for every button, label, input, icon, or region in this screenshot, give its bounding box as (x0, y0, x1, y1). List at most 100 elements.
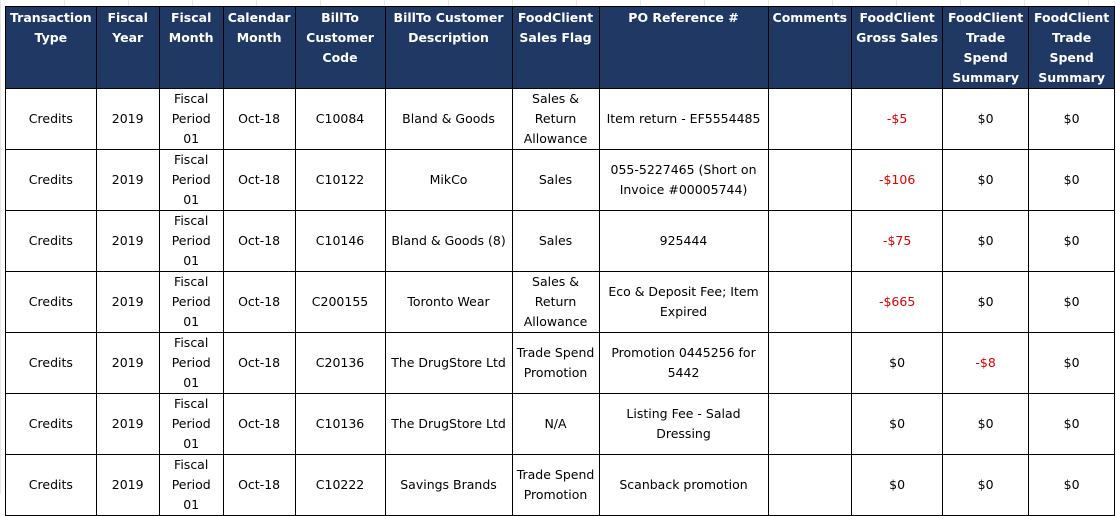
cell-trade-spend-summary-2[interactable]: $0 (1028, 149, 1116, 211)
cell-gross-sales[interactable]: $0 (851, 332, 944, 394)
table-row: Credits 2019 Fiscal Period 01 Oct-18 C200155… (5, 271, 1116, 333)
cell-gross-sales[interactable]: $0 (851, 454, 944, 516)
cell-calendar-month[interactable]: Oct-18 (222, 271, 296, 333)
cell-billto-description[interactable]: MikCo (384, 149, 513, 211)
cell-sales-flag[interactable]: Trade Spend Promotion (511, 454, 600, 516)
cell-billto-code[interactable]: C10146 (294, 210, 386, 272)
cell-billto-code[interactable]: C10136 (294, 393, 386, 455)
col-header-po-reference[interactable]: PO Reference # (598, 6, 769, 89)
cell-transaction-type[interactable]: Credits (5, 332, 97, 394)
cell-fiscal-year[interactable]: 2019 (95, 149, 160, 211)
table-row: Credits 2019 Fiscal Period 01 Oct-18 C10222 S… (5, 454, 1116, 516)
cell-fiscal-month[interactable]: Fiscal Period 01 (158, 332, 224, 394)
cell-comments[interactable] (767, 88, 853, 150)
cell-calendar-month[interactable]: Oct-18 (222, 393, 296, 455)
cell-billto-code[interactable]: C10122 (294, 149, 386, 211)
cell-trade-spend-summary[interactable]: $0 (942, 393, 1030, 455)
cell-comments[interactable] (767, 210, 853, 272)
col-header-transaction-type[interactable]: Transaction Type (5, 6, 97, 89)
cell-transaction-type[interactable]: Credits (5, 149, 97, 211)
cell-sales-flag[interactable]: Sales (511, 149, 600, 211)
cell-po-reference[interactable]: Eco & Deposit Fee; Item Expired (598, 271, 769, 333)
cell-fiscal-year[interactable]: 2019 (95, 332, 160, 394)
cell-calendar-month[interactable]: Oct-18 (222, 454, 296, 516)
cell-billto-description[interactable]: Bland & Goods (8) (384, 210, 513, 272)
cell-trade-spend-summary-2[interactable]: $0 (1028, 88, 1116, 150)
cell-trade-spend-summary-2[interactable]: $0 (1028, 454, 1116, 516)
cell-sales-flag[interactable]: Sales & Return Allowance (511, 271, 600, 333)
cell-comments[interactable] (767, 271, 853, 333)
cell-calendar-month[interactable]: Oct-18 (222, 149, 296, 211)
cell-fiscal-month[interactable]: Fiscal Period 01 (158, 271, 224, 333)
cell-trade-spend-summary-2[interactable]: $0 (1028, 271, 1116, 333)
cell-fiscal-month[interactable]: Fiscal Period 01 (158, 88, 224, 150)
col-header-trade-spend-summary-2[interactable]: FoodClient Trade Spend Summary (1028, 6, 1116, 89)
col-header-billto-code[interactable]: BillTo Customer Code (294, 6, 386, 89)
col-header-trade-spend-summary[interactable]: FoodClient Trade Spend Summary (942, 6, 1030, 89)
cell-fiscal-month[interactable]: Fiscal Period 01 (158, 210, 224, 272)
cell-fiscal-year[interactable]: 2019 (95, 393, 160, 455)
cell-billto-description[interactable]: Savings Brands (384, 454, 513, 516)
cell-fiscal-year[interactable]: 2019 (95, 454, 160, 516)
cell-comments[interactable] (767, 454, 853, 516)
cell-transaction-type[interactable]: Credits (5, 393, 97, 455)
cell-calendar-month[interactable]: Oct-18 (222, 332, 296, 394)
cell-billto-description[interactable]: The DrugStore Ltd (384, 332, 513, 394)
cell-gross-sales[interactable]: -$75 (851, 210, 944, 272)
cell-fiscal-year[interactable]: 2019 (95, 88, 160, 150)
cell-trade-spend-summary[interactable]: $0 (942, 149, 1030, 211)
cell-trade-spend-summary-2[interactable]: $0 (1028, 393, 1116, 455)
cell-po-reference[interactable]: Promotion 0445256 for 5442 (598, 332, 769, 394)
cell-fiscal-month[interactable]: Fiscal Period 01 (158, 454, 224, 516)
cell-comments[interactable] (767, 393, 853, 455)
cell-sales-flag[interactable]: N/A (511, 393, 600, 455)
cell-billto-code[interactable]: C10222 (294, 454, 386, 516)
cell-gross-sales[interactable]: -$5 (851, 88, 944, 150)
cell-billto-code[interactable]: C200155 (294, 271, 386, 333)
cell-transaction-type[interactable]: Credits (5, 454, 97, 516)
cell-transaction-type[interactable]: Credits (5, 88, 97, 150)
cell-po-reference[interactable]: Item return - EF5554485 (598, 88, 769, 150)
cell-trade-spend-summary[interactable]: $0 (942, 454, 1030, 516)
cell-comments[interactable] (767, 149, 853, 211)
cell-trade-spend-summary[interactable]: $0 (942, 88, 1030, 150)
cell-gross-sales[interactable]: -$665 (851, 271, 944, 333)
cell-billto-description[interactable]: Bland & Goods (384, 88, 513, 150)
cell-transaction-type[interactable]: Credits (5, 271, 97, 333)
cell-fiscal-month[interactable]: Fiscal Period 01 (158, 149, 224, 211)
cell-po-reference[interactable]: Listing Fee - Salad Dressing (598, 393, 769, 455)
col-header-fiscal-month[interactable]: Fiscal Month (158, 6, 224, 89)
cell-po-reference[interactable]: Scanback promotion (598, 454, 769, 516)
col-header-billto-description[interactable]: BillTo Customer Description (384, 6, 513, 89)
cell-po-reference[interactable]: 055-5227465 (Short on Invoice #00005744) (598, 149, 769, 211)
cell-fiscal-year[interactable]: 2019 (95, 210, 160, 272)
cell-sales-flag[interactable]: Sales (511, 210, 600, 272)
cell-fiscal-year[interactable]: 2019 (95, 271, 160, 333)
col-header-comments[interactable]: Comments (767, 6, 853, 89)
col-header-sales-flag[interactable]: FoodClient Sales Flag (511, 6, 600, 89)
cell-trade-spend-summary[interactable]: -$8 (942, 332, 1030, 394)
credits-table: Transaction Type Fiscal Year Fiscal Mont… (5, 6, 1116, 516)
cell-calendar-month[interactable]: Oct-18 (222, 88, 296, 150)
cell-gross-sales[interactable]: $0 (851, 393, 944, 455)
cell-trade-spend-summary-2[interactable]: $0 (1028, 210, 1116, 272)
cell-billto-code[interactable]: C20136 (294, 332, 386, 394)
table-row: Credits 2019 Fiscal Period 01 Oct-18 C10136 T… (5, 393, 1116, 455)
cell-billto-description[interactable]: The DrugStore Ltd (384, 393, 513, 455)
col-header-calendar-month[interactable]: Calendar Month (222, 6, 296, 89)
cell-trade-spend-summary[interactable]: $0 (942, 271, 1030, 333)
cell-billto-code[interactable]: C10084 (294, 88, 386, 150)
cell-calendar-month[interactable]: Oct-18 (222, 210, 296, 272)
col-header-gross-sales[interactable]: FoodClient Gross Sales (851, 6, 944, 89)
cell-transaction-type[interactable]: Credits (5, 210, 97, 272)
cell-sales-flag[interactable]: Sales & Return Allowance (511, 88, 600, 150)
cell-comments[interactable] (767, 332, 853, 394)
cell-sales-flag[interactable]: Trade Spend Promotion (511, 332, 600, 394)
cell-billto-description[interactable]: Toronto Wear (384, 271, 513, 333)
cell-po-reference[interactable]: 925444 (598, 210, 769, 272)
cell-trade-spend-summary-2[interactable]: $0 (1028, 332, 1116, 394)
cell-gross-sales[interactable]: -$106 (851, 149, 944, 211)
col-header-fiscal-year[interactable]: Fiscal Year (95, 6, 160, 89)
cell-trade-spend-summary[interactable]: $0 (942, 210, 1030, 272)
cell-fiscal-month[interactable]: Fiscal Period 01 (158, 393, 224, 455)
